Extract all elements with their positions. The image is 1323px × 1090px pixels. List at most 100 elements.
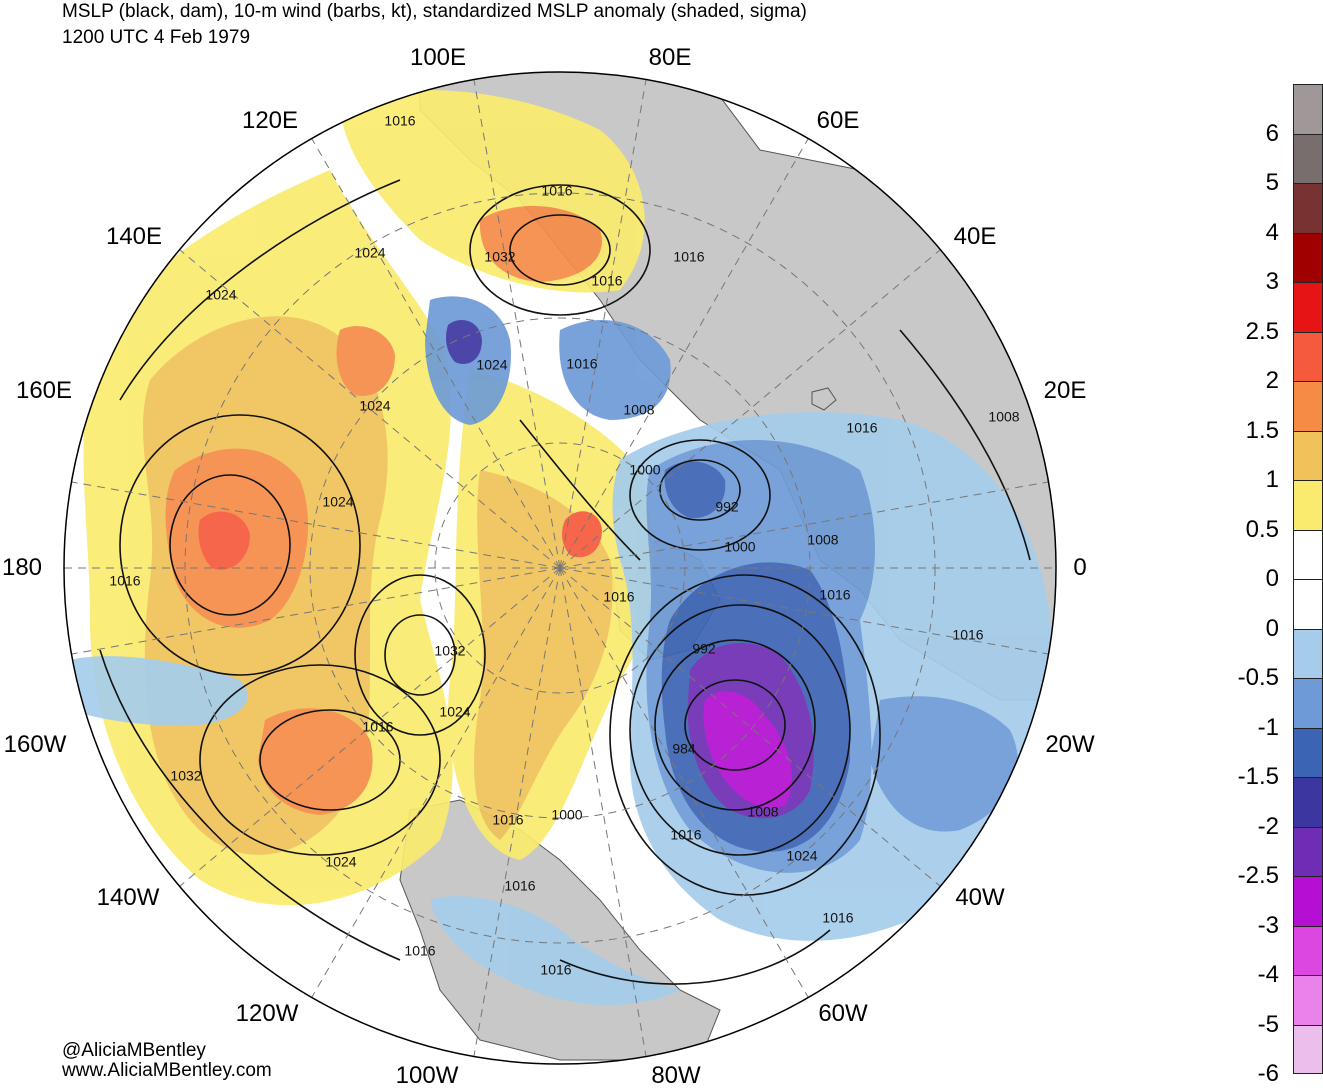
isobar-label: 1016 bbox=[504, 878, 535, 894]
colorbar-swatch bbox=[1293, 529, 1323, 579]
colorbar-swatch bbox=[1293, 925, 1323, 975]
isobar-label: 1032 bbox=[434, 643, 465, 659]
colorbar-swatch bbox=[1293, 84, 1323, 134]
colorbar-label: 0.5 bbox=[1245, 515, 1279, 543]
colorbar-swatch bbox=[1293, 480, 1323, 530]
isobar-label: 1000 bbox=[629, 462, 660, 478]
lon-label-160w: 160W bbox=[3, 731, 67, 758]
anomaly-colorbar bbox=[1293, 84, 1323, 1074]
colorbar-swatch bbox=[1293, 331, 1323, 381]
colorbar-swatch bbox=[1293, 628, 1323, 678]
colorbar-swatch bbox=[1293, 678, 1323, 728]
lon-label-40e: 40E bbox=[953, 223, 997, 250]
colorbar-label: 3 bbox=[1265, 268, 1279, 295]
colorbar-label: 4 bbox=[1265, 218, 1279, 246]
anomaly-m05-pacific-west bbox=[70, 656, 248, 726]
colorbar-swatch bbox=[1293, 381, 1323, 431]
isobar-label: 1008 bbox=[747, 804, 778, 820]
iceland-land bbox=[811, 387, 837, 411]
colorbar-label: 0 bbox=[1265, 565, 1279, 592]
lon-label-180: 180 bbox=[1, 554, 43, 581]
colorbar-label: -6 bbox=[1257, 1060, 1279, 1087]
lon-label-140e: 140E bbox=[105, 223, 163, 250]
colorbar-label: 5 bbox=[1265, 169, 1279, 196]
isobar-label: 1032 bbox=[484, 249, 515, 265]
anomaly-p20-pacific bbox=[198, 511, 250, 570]
isobar-label: 1008 bbox=[988, 409, 1019, 425]
lon-label-0: 0 bbox=[1073, 554, 1087, 581]
isobar-label: 1016 bbox=[404, 943, 435, 959]
isobar-label: 1016 bbox=[952, 627, 983, 643]
lon-label-80w: 80W bbox=[651, 1062, 701, 1089]
lon-label-140w: 140W bbox=[96, 884, 160, 911]
colorbar-swatch bbox=[1293, 282, 1323, 332]
isobar-label: 1016 bbox=[492, 812, 523, 828]
lon-label-20w: 20W bbox=[1045, 731, 1095, 758]
colorbar-label: -4 bbox=[1257, 961, 1279, 988]
colorbar-swatch bbox=[1293, 727, 1323, 777]
lon-label-100w: 100W bbox=[395, 1062, 459, 1089]
colorbar-label: -0.5 bbox=[1237, 664, 1279, 691]
isobar-label: 1024 bbox=[354, 245, 385, 261]
map-boundary bbox=[63, 71, 1057, 1065]
colorbar-swatch bbox=[1293, 975, 1323, 1025]
isobar-label: 1016 bbox=[822, 910, 853, 926]
colorbar-swatch bbox=[1293, 826, 1323, 876]
anomaly-p20-central bbox=[562, 511, 602, 558]
anomaly-m30-atlantic bbox=[703, 691, 792, 809]
credit-site: www.AliciaMBentley.com bbox=[62, 1060, 272, 1081]
isobar-label: 1016 bbox=[566, 356, 597, 372]
isobar-label: 1016 bbox=[591, 273, 622, 289]
isobar-label: 1016 bbox=[603, 589, 634, 605]
isobar-label: 1024 bbox=[205, 287, 236, 303]
isobar-label: 1016 bbox=[673, 249, 704, 265]
isobar-label: 1024 bbox=[786, 848, 817, 864]
isobar-label: 992 bbox=[715, 499, 739, 515]
lon-label-100e: 100E bbox=[409, 44, 467, 71]
anomaly-m20-norway bbox=[664, 461, 726, 519]
colorbar-label: -1.5 bbox=[1237, 763, 1279, 790]
lon-label-60w: 60W bbox=[818, 1000, 868, 1027]
isobar-label: 984 bbox=[672, 741, 696, 757]
valid-time: 1200 UTC 4 Feb 1979 bbox=[62, 27, 251, 48]
isobar-label: 1016 bbox=[362, 719, 393, 735]
isobar-label: 992 bbox=[692, 641, 716, 657]
colorbar-swatch bbox=[1293, 777, 1323, 827]
isobar-label: 1016 bbox=[109, 573, 140, 589]
lon-label-120w: 120W bbox=[235, 1000, 299, 1027]
colorbar-label: 6 bbox=[1265, 119, 1279, 147]
lon-label-120e: 120E bbox=[241, 107, 299, 134]
isobar-label: 1016 bbox=[819, 587, 850, 603]
isobar-label: 1008 bbox=[807, 532, 838, 548]
isobar-label: 1024 bbox=[359, 398, 390, 414]
isobar-label: 1024 bbox=[439, 704, 470, 720]
isobars bbox=[99, 179, 1031, 985]
colorbar-label: 2.5 bbox=[1245, 317, 1279, 345]
isobar-label: 1016 bbox=[670, 827, 701, 843]
colorbar-label: 1 bbox=[1265, 466, 1279, 493]
colorbar-swatch bbox=[1293, 1024, 1323, 1074]
isobar-label: 1024 bbox=[476, 357, 507, 373]
anomaly-p15-alaska bbox=[336, 326, 395, 396]
lon-label-160e: 160E bbox=[15, 377, 73, 404]
anomaly-m10-russia bbox=[559, 320, 671, 420]
anomaly-m25-siberia bbox=[446, 320, 482, 364]
colorbar-swatch bbox=[1293, 133, 1323, 183]
map-title: MSLP (black, dam), 10-m wind (barbs, kt)… bbox=[62, 1, 807, 22]
isobar-label: 1016 bbox=[541, 183, 572, 199]
colorbar-label: 0 bbox=[1265, 614, 1279, 642]
lon-label-40w: 40W bbox=[955, 884, 1005, 911]
isobar-label: 1032 bbox=[170, 768, 201, 784]
colorbar-swatch bbox=[1293, 183, 1323, 233]
colorbar-swatch bbox=[1293, 232, 1323, 282]
anomaly-p15-aleutian bbox=[258, 708, 373, 815]
colorbar-label: -2 bbox=[1257, 812, 1279, 840]
colorbar-label: -5 bbox=[1257, 1010, 1279, 1038]
graticule bbox=[64, 79, 1056, 1057]
colorbar-label: -2.5 bbox=[1237, 862, 1279, 889]
credit-handle: @AliciaMBentley bbox=[62, 1040, 206, 1061]
isobar-label: 1016 bbox=[384, 113, 415, 129]
isobar-label: 1024 bbox=[325, 854, 356, 870]
anomaly-m10-europe bbox=[870, 696, 1018, 832]
